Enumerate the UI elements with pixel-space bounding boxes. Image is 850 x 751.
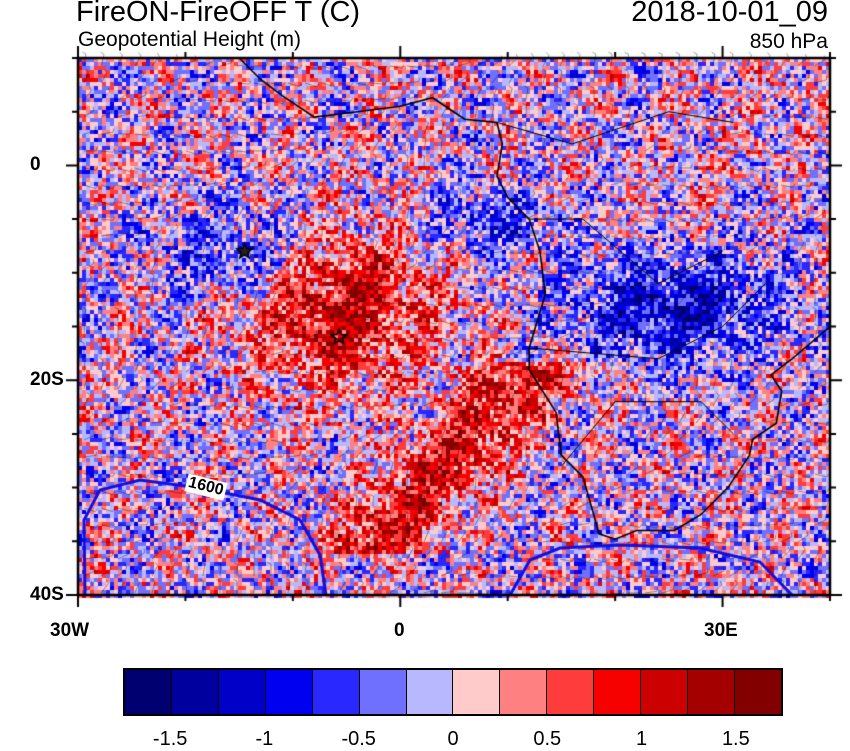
- colorbar-swatch: [688, 670, 735, 714]
- colorbar-label: -1.5: [152, 728, 188, 750]
- lat-label-0: 0: [30, 154, 41, 175]
- temperature-difference-map: [0, 0, 850, 650]
- colorbar-swatch: [500, 670, 548, 714]
- colorbar-swatch: [218, 670, 266, 714]
- colorbar-swatch: [734, 670, 781, 714]
- lon-label-0: 0: [394, 620, 405, 641]
- colorbar: [123, 668, 783, 716]
- colorbar-label: -1: [255, 728, 274, 750]
- date-label: 2018-10-01_09: [631, 0, 828, 28]
- colorbar-swatch: [406, 670, 454, 714]
- plot-subtitle: Geopotential Height (m): [78, 28, 301, 51]
- colorbar-swatch: [171, 670, 219, 714]
- plot-title: FireON-FireOFF T (C): [76, 0, 361, 28]
- lon-label-30e: 30E: [704, 620, 738, 641]
- colorbar-label: -0.5: [341, 728, 376, 750]
- colorbar-swatch: [265, 670, 313, 714]
- colorbar-label: 1: [636, 728, 648, 750]
- colorbar-label: 0.5: [533, 728, 562, 750]
- lon-label-30w: 30W: [50, 620, 90, 641]
- colorbar-swatch: [547, 670, 595, 714]
- lat-label-40s: 40S: [30, 584, 64, 605]
- colorbar-swatch: [125, 670, 172, 714]
- colorbar-swatch: [312, 670, 360, 714]
- pressure-level-label: 850 hPa: [749, 30, 828, 53]
- colorbar-swatch: [594, 670, 642, 714]
- colorbar-swatch: [453, 670, 501, 714]
- lat-label-20s: 20S: [30, 369, 64, 390]
- colorbar-label: 1.5: [721, 728, 750, 750]
- colorbar-swatch: [641, 670, 689, 714]
- colorbar-swatch: [359, 670, 407, 714]
- colorbar-label: 0: [447, 728, 459, 750]
